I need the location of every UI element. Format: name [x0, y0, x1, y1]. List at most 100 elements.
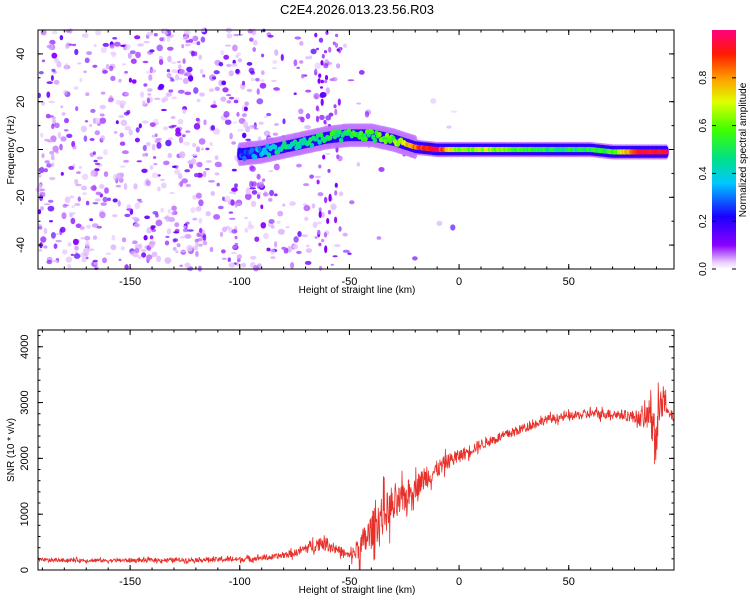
- spectrogram-track-cell: [328, 135, 333, 141]
- spectrogram-noise-cell: [244, 227, 249, 233]
- spectrogram-noise-cell: [190, 207, 196, 214]
- spectrogram-noise-cell: [173, 238, 179, 243]
- spectrogram-noise-cell: [210, 191, 215, 196]
- spectrogram-noise-cell: [150, 69, 157, 73]
- spectrogram-noise-cell: [63, 89, 68, 96]
- spectrogram-y-tick-label: -20: [15, 189, 27, 205]
- spectrogram-x-tick-label: -150: [119, 276, 141, 288]
- spectrogram-track-cell: [249, 147, 255, 153]
- spectrogram-noise-cell: [64, 117, 69, 124]
- spectrogram-noise-cell: [142, 60, 149, 64]
- spectrogram-noise-cell: [165, 235, 170, 239]
- spectrogram-noise-cell: [44, 160, 50, 164]
- spectrogram-noise-cell: [210, 125, 216, 131]
- spectrogram-noise-cell: [241, 262, 247, 268]
- spectrogram-noise-cell: [142, 153, 146, 157]
- spectrogram-noise-cell: [38, 209, 42, 215]
- spectrogram-noise-cell: [75, 223, 82, 229]
- spectrogram-noise-cell: [167, 55, 172, 63]
- spectrogram-noise-cell: [248, 67, 255, 74]
- spectrogram-noise-cell: [105, 63, 110, 70]
- spectrogram-noise-cell: [334, 190, 338, 196]
- spectrogram-noise-cell: [202, 74, 206, 78]
- spectrogram-noise-cell: [228, 96, 235, 100]
- spectrogram-noise-cell: [152, 118, 159, 123]
- spectrogram-noise-cell: [109, 51, 117, 56]
- spectrogram-noise-cell: [184, 91, 192, 96]
- spectrogram-noise-cell: [170, 116, 176, 119]
- spectrogram-noise-cell: [245, 187, 251, 195]
- spectrogram-noise-cell: [196, 172, 203, 178]
- spectrogram-noise-cell: [153, 97, 161, 101]
- spectrogram-noise-cell: [245, 125, 251, 133]
- spectrogram-noise-cell: [191, 50, 195, 57]
- spectrogram-noise-cell: [282, 203, 286, 207]
- spectrogram-noise-cell: [178, 69, 186, 75]
- spectrogram-noise-cell: [324, 196, 328, 204]
- spectrogram-noise-cell: [50, 232, 56, 239]
- spectrogram-noise-cell: [204, 168, 210, 171]
- spectrogram-noise-cell: [167, 152, 173, 159]
- snr-x-tick-label: 0: [456, 576, 462, 588]
- spectrogram-track-cell: [337, 129, 342, 135]
- spectrogram-noise-cell: [158, 59, 164, 65]
- spectrogram-noise-cell: [70, 217, 76, 225]
- spectrogram-noise-cell: [112, 173, 118, 181]
- spectrogram-noise-cell: [116, 172, 124, 180]
- spectrogram-noise-cell: [85, 92, 90, 97]
- spectrogram-noise-cell: [38, 226, 43, 230]
- spectrogram-noise-cell: [253, 265, 259, 272]
- snr-plot-area: [38, 330, 674, 570]
- snr-series-line: [37, 382, 675, 571]
- spectrogram-noise-cell: [216, 182, 220, 187]
- spectrogram-noise-cell: [135, 51, 141, 59]
- spectrogram-noise-cell: [412, 256, 418, 261]
- colorbar-ticks: 0.0 0.2 0.4 0.6 0.8: [698, 70, 736, 276]
- snr-y-tick-label: 4000: [19, 335, 31, 359]
- spectrogram-track-cell: [331, 129, 336, 135]
- spectrogram-noise-cell: [113, 41, 121, 47]
- spectrogram-noise-cell: [60, 136, 67, 142]
- spectrogram-noise-cell: [217, 205, 224, 210]
- spectrogram-noise-cell: [203, 119, 207, 126]
- spectrogram-noise-cell: [78, 166, 83, 169]
- spectrogram-track-cell: [383, 139, 388, 145]
- spectrogram-noise-cell: [163, 126, 168, 131]
- spectrogram-noise-cell: [181, 134, 186, 138]
- spectrogram-noise-cell: [319, 91, 327, 98]
- spectrogram-noise-cell: [149, 235, 154, 240]
- spectrogram-noise-cell: [39, 166, 45, 174]
- spectrogram-noise-cell: [123, 183, 128, 190]
- spectrogram-noise-cell: [76, 171, 81, 174]
- spectrogram-noise-cell: [330, 203, 337, 211]
- spectrogram-noise-cell: [72, 238, 79, 246]
- spectrogram-noise-cell: [335, 33, 339, 38]
- spectrogram-noise-cell: [305, 56, 310, 60]
- spectrogram-noise-cell: [220, 96, 227, 102]
- spectrogram-noise-cell: [83, 135, 88, 142]
- spectrogram-noise-cell: [53, 243, 58, 249]
- spectrogram-noise-cell: [119, 132, 124, 138]
- spectrogram-noise-cell: [327, 168, 331, 173]
- spectrogram-noise-cell: [259, 82, 267, 89]
- snr-y-axis-label: SNR (10 * v/v): [6, 418, 17, 482]
- spectrogram-noise-cell: [321, 54, 325, 59]
- spectrogram-noise-cell: [233, 99, 239, 104]
- spectrogram-noise-cell: [152, 225, 156, 229]
- spectrogram-noise-cell: [173, 231, 180, 234]
- snr-y-tick-label: 3000: [19, 390, 31, 414]
- spectrogram-noise-cell: [174, 74, 180, 81]
- spectrogram-noise-cell: [277, 228, 285, 235]
- spectrogram-noise-cell: [84, 57, 90, 64]
- spectrogram-noise-cell: [223, 54, 230, 60]
- spectrogram-noise-cell: [222, 87, 229, 93]
- spectrogram-noise-cell: [266, 112, 272, 117]
- spectrogram-noise-cell: [289, 201, 296, 206]
- spectrogram-noise-cell: [47, 205, 55, 212]
- spectrogram-noise-cell: [82, 192, 87, 195]
- spectrogram-noise-cell: [182, 228, 189, 233]
- spectrogram-noise-cell: [59, 35, 64, 41]
- spectrogram-noise-cell: [305, 89, 312, 93]
- spectrogram-noise-cell: [102, 196, 108, 203]
